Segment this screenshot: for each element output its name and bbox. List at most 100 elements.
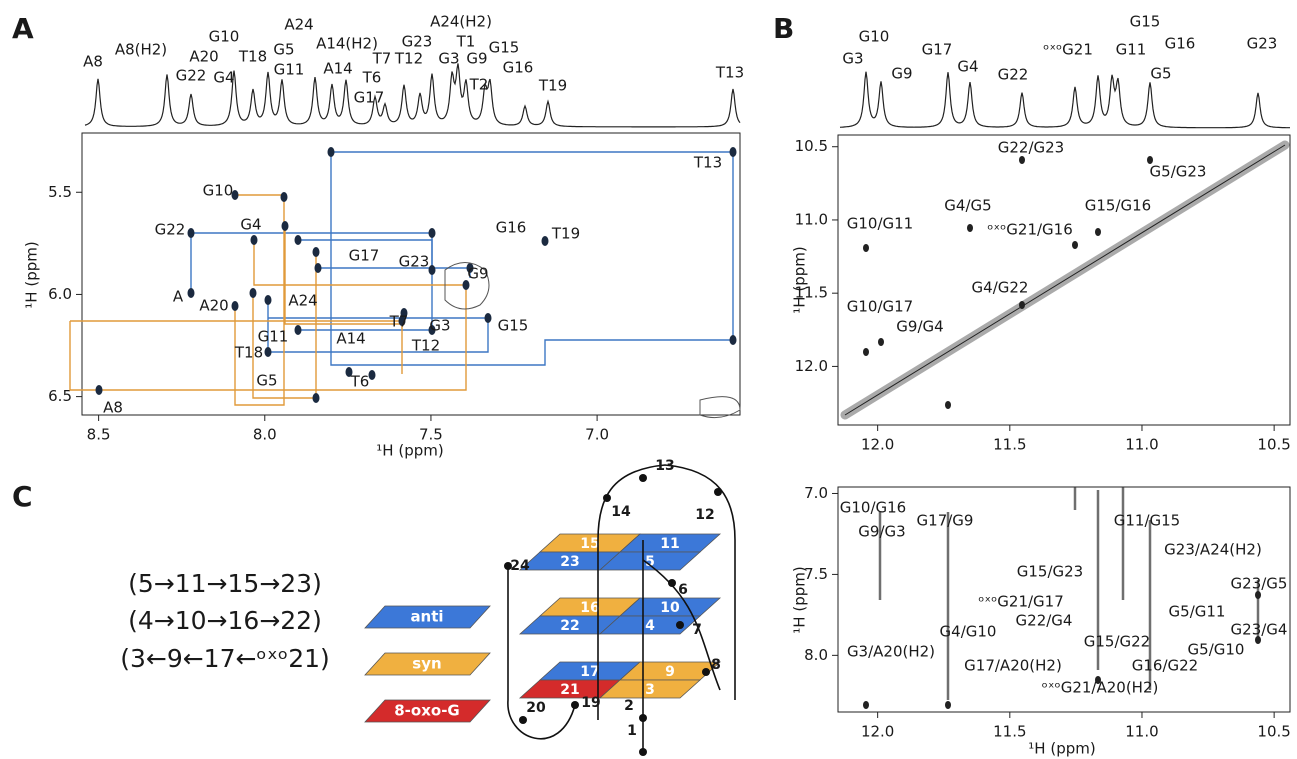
residue-label: 12 [695, 507, 714, 523]
peak-label: G17 [354, 89, 385, 107]
cross-peak [466, 263, 474, 273]
backbone [597, 464, 736, 541]
x-tick-label: 10.5 [1257, 723, 1290, 741]
peak-label: G9/G4 [896, 318, 943, 336]
residue-dot [639, 714, 647, 722]
cross-peak [1147, 156, 1153, 164]
cross-peak [1095, 228, 1101, 236]
residue-dot [603, 494, 611, 502]
peak-label: G3 [438, 50, 459, 68]
tile-label: 10 [660, 600, 680, 616]
peak-label: G15 [489, 39, 520, 57]
peak-label: G5 [256, 372, 277, 390]
tile-label: 9 [665, 664, 675, 680]
peak-label: A14(H2) [316, 35, 378, 53]
plot-frame [837, 134, 1291, 426]
tile-label: 22 [560, 618, 579, 634]
peak-label: G23/G5 [1231, 575, 1288, 593]
peak-label: G4/G10 [940, 623, 997, 641]
peak-label: G10 [203, 182, 234, 200]
base-tile [598, 679, 702, 699]
tile-label: 17 [580, 664, 599, 680]
spectrum-trace [84, 63, 741, 128]
peak-label: G17 [922, 41, 953, 59]
peak-label: G22/G23 [998, 139, 1064, 157]
peak-label: T7 [389, 313, 409, 331]
peak-label: T12 [394, 50, 423, 68]
peak-label: G11 [258, 328, 289, 346]
residue-label: 13 [655, 458, 674, 474]
x-tick-label: 11.5 [993, 436, 1026, 454]
cross-peak [281, 221, 289, 231]
peak-label: G10 [859, 28, 890, 46]
peak-label: T1 [456, 33, 476, 51]
cross-peak [187, 288, 195, 298]
x-tick-label: 12.0 [861, 723, 894, 741]
residue-dot [639, 748, 647, 756]
cross-peak [294, 325, 302, 335]
peak-label: G17 [349, 247, 380, 265]
cross-peak [249, 288, 257, 298]
cross-peak [484, 313, 492, 323]
cross-peak [541, 236, 549, 246]
tile-label: 4 [645, 618, 655, 634]
residue-label: 6 [678, 582, 688, 598]
peak-label: T19 [538, 77, 567, 95]
legend-swatch [364, 699, 491, 723]
x-tick-label: 11.5 [993, 723, 1026, 741]
y-axis-label: ¹H (ppm) [23, 241, 41, 308]
peak-label: G9 [891, 65, 912, 83]
peak-label: G3/A20(H2) [847, 643, 935, 661]
tile-label: 21 [560, 682, 579, 698]
peak-label: G9/G3 [858, 523, 905, 541]
strand-text: (3←9←17←ᵒˣᵒ21) [120, 644, 330, 673]
x-tick-label: 11.0 [1125, 723, 1158, 741]
contour-cluster [444, 262, 741, 419]
connectivity-line [267, 300, 489, 353]
peak-label: A8 [83, 53, 103, 71]
y-tick-label: 6.5 [48, 387, 72, 405]
y-tick-label: 7.5 [804, 565, 828, 583]
tile-label: 11 [660, 536, 679, 552]
peak-label: G9 [466, 50, 487, 68]
connectivity-line [318, 267, 471, 278]
peak-label: ᵒˣᵒG21/A20(H2) [1042, 679, 1159, 697]
cross-peak [294, 235, 302, 245]
residue-label: 2 [624, 698, 634, 714]
residue-label: 19 [581, 695, 600, 711]
cross-peak [428, 325, 436, 335]
spectrum-trace [839, 71, 1290, 129]
peak-label: G22/G4 [1016, 612, 1073, 630]
peak-label: A24 [288, 292, 317, 310]
peak-label: G23/G4 [1231, 621, 1288, 639]
cross-peak [729, 335, 737, 345]
peak-label: ᵒˣᵒG21/G17 [978, 593, 1064, 611]
x-tick-label: 12.0 [861, 436, 894, 454]
cross-peak [1019, 156, 1025, 164]
y-tick-label: 10.5 [795, 137, 828, 155]
cross-peak [95, 385, 103, 395]
peak-label: A8 [103, 399, 123, 417]
y-tick-label: 7.0 [804, 484, 828, 502]
plot-frame [837, 486, 1291, 713]
peak-label: G17/A20(H2) [964, 657, 1062, 675]
peak-label: G22 [998, 66, 1029, 84]
y-tick-label: 5.5 [48, 183, 72, 201]
cross-peak [345, 367, 353, 377]
peak-label: T18 [234, 344, 263, 362]
cross-peak [878, 338, 884, 346]
peak-label: T19 [551, 225, 580, 243]
cross-peak [863, 348, 869, 356]
cross-peak [187, 228, 195, 238]
residue-dot [639, 474, 647, 482]
connectivity-line [234, 194, 285, 406]
residue-label: 24 [510, 558, 530, 574]
peak-label: G16/G22 [1132, 657, 1198, 675]
peak-label: G15/G16 [1085, 197, 1151, 215]
cross-peak [729, 147, 737, 157]
legend-swatch [364, 652, 491, 676]
cross-peak [398, 316, 406, 326]
residue-dot [668, 579, 676, 587]
tile-label: 15 [580, 536, 599, 552]
